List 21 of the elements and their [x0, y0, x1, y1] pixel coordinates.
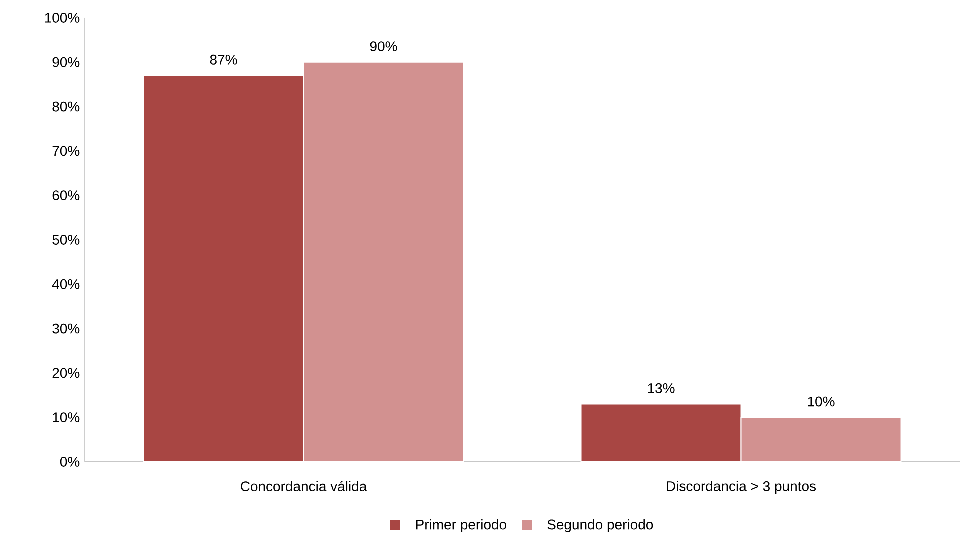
y-tick-label: 0%: [60, 457, 80, 467]
data-label: 87%: [210, 54, 238, 65]
x-tick-label: Discordancia > 3 puntos: [667, 481, 816, 494]
y-tick-label: 80%: [52, 102, 80, 112]
y-tick-label: 90%: [52, 57, 80, 68]
data-label: 10%: [808, 396, 835, 407]
y-tick-label: 20%: [52, 368, 80, 378]
x-tick-label: Concordancia válida: [241, 481, 368, 492]
data-label: 90%: [370, 42, 398, 52]
y-tick-label: 60%: [52, 190, 80, 201]
data-label: 13%: [648, 383, 675, 394]
y-tick-label: 30%: [52, 324, 80, 334]
y-tick-label: 40%: [52, 279, 80, 290]
bar: [303, 62, 464, 462]
y-tick-label: 100%: [45, 13, 80, 23]
y-tick-label: 10%: [53, 412, 80, 423]
bar: [740, 417, 902, 462]
legend-label: Primer periodo: [416, 519, 506, 532]
y-tick-label: 50%: [52, 235, 80, 245]
legend-label: Segundo periodo: [548, 519, 654, 532]
y-tick-label: 70%: [52, 146, 80, 156]
